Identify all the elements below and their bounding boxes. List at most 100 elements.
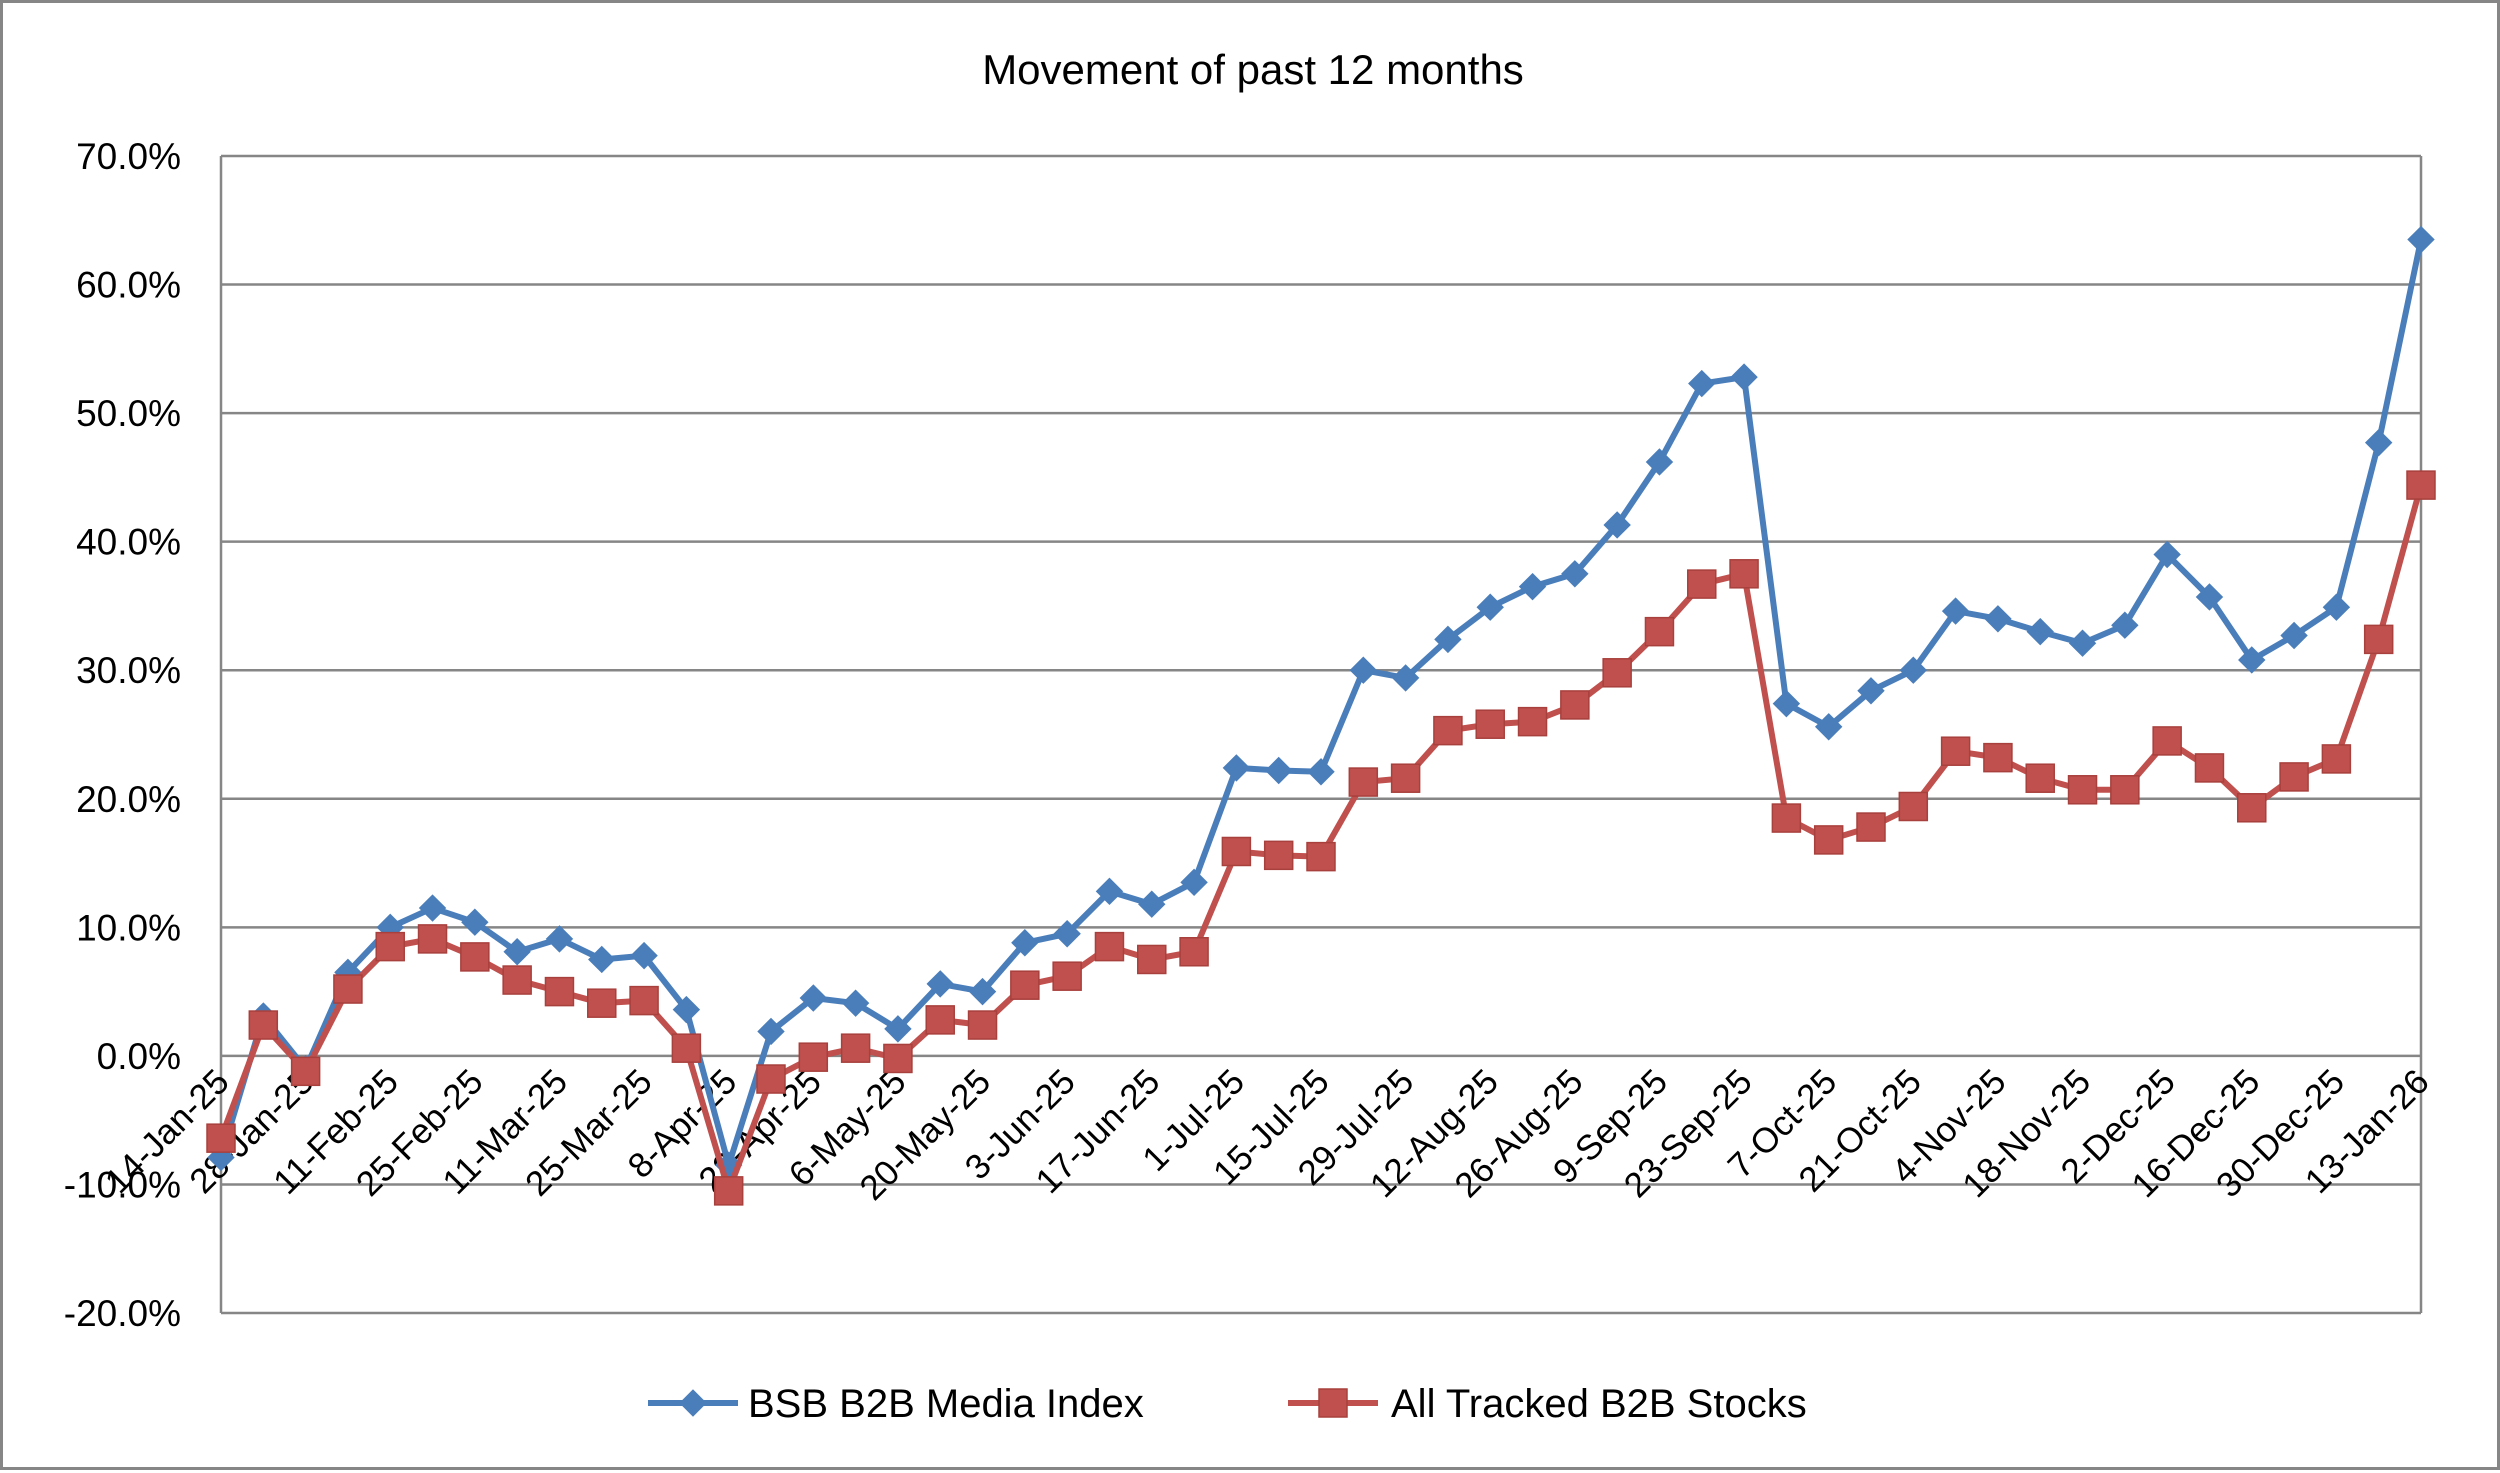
data-point xyxy=(2026,617,2054,646)
data-point xyxy=(1856,812,1886,842)
data-point xyxy=(1688,369,1716,398)
legend-marker xyxy=(1318,1388,1348,1418)
data-point xyxy=(2321,744,2352,774)
data-point xyxy=(1561,560,1589,588)
data-point xyxy=(2280,621,2308,650)
data-point xyxy=(1180,868,1208,897)
series-0 xyxy=(207,225,2435,1179)
data-point xyxy=(1941,597,1970,625)
data-point xyxy=(2068,629,2097,657)
data-point xyxy=(630,941,658,970)
data-point xyxy=(1813,825,1844,855)
data-point xyxy=(544,976,575,1007)
data-point xyxy=(1518,572,1547,601)
data-point xyxy=(418,894,447,922)
data-point xyxy=(757,1017,785,1046)
data-point xyxy=(2025,763,2055,793)
data-point xyxy=(588,945,616,974)
data-point xyxy=(1898,791,1929,822)
series-lines xyxy=(206,225,2436,1206)
data-point xyxy=(375,931,405,962)
data-point xyxy=(1348,767,1379,797)
data-point xyxy=(925,1005,955,1035)
data-point xyxy=(2238,646,2266,674)
y-tick-label: 50.0% xyxy=(76,393,181,434)
data-point xyxy=(1644,616,1675,647)
legend: BSB B2B Media Index All Tracked B2B Stock… xyxy=(648,1382,1807,1426)
data-point xyxy=(1138,890,1166,918)
data-point xyxy=(1264,756,1293,785)
data-point xyxy=(2067,775,2098,805)
data-point xyxy=(1517,706,1548,737)
data-point xyxy=(1390,763,1421,793)
data-point xyxy=(1940,736,1971,766)
data-point xyxy=(1857,677,1885,705)
data-point xyxy=(1137,944,1167,975)
data-point xyxy=(1899,656,1928,684)
data-point xyxy=(2111,611,2139,639)
data-point xyxy=(2237,793,2267,823)
y-tick-label: 10.0% xyxy=(76,907,181,948)
data-point xyxy=(206,1123,236,1153)
y-tick-label: 20.0% xyxy=(76,779,181,820)
data-point xyxy=(2364,428,2393,457)
data-point xyxy=(1729,559,1759,589)
data-point xyxy=(926,970,954,998)
data-point xyxy=(672,995,701,1024)
data-point xyxy=(2322,593,2351,621)
data-point xyxy=(1433,715,1463,746)
data-point xyxy=(2407,225,2435,254)
y-tick-label: 0.0% xyxy=(97,1036,181,1077)
data-point xyxy=(1984,605,2012,633)
data-point xyxy=(968,977,997,1006)
data-point xyxy=(1730,363,1758,391)
data-point xyxy=(1222,754,1251,782)
y-axis-tick-labels: -20.0% -10.0% 0.0% 10.0% 20.0% 30.0% 40.0% 50.0… xyxy=(64,136,181,1334)
y-tick-label: -10.0% xyxy=(64,1164,181,1205)
data-point xyxy=(1263,840,1294,871)
gridlines xyxy=(219,154,2423,1315)
y-tick-label: 60.0% xyxy=(76,265,181,306)
data-point xyxy=(629,985,659,1016)
legend-marker xyxy=(679,1389,707,1417)
data-point xyxy=(1391,664,1420,692)
data-point xyxy=(1095,877,1124,906)
data-point xyxy=(2110,775,2140,805)
series-1 xyxy=(206,470,2436,1206)
data-point xyxy=(713,1176,744,1206)
data-point xyxy=(417,924,448,954)
chart-title: Movement of past 12 months xyxy=(982,46,1524,93)
y-tick-label: 40.0% xyxy=(76,522,181,563)
series-line xyxy=(218,238,2424,1169)
data-point xyxy=(840,1033,871,1063)
data-point xyxy=(2152,726,2182,756)
data-point xyxy=(2194,753,2225,783)
data-point xyxy=(883,1043,913,1074)
data-point xyxy=(1052,961,1082,991)
data-point xyxy=(1179,937,1209,967)
data-point xyxy=(461,908,489,936)
data-point xyxy=(503,938,531,966)
legend-label: All Tracked B2B Stocks xyxy=(1391,1382,1807,1426)
data-point xyxy=(1602,658,1632,688)
data-point xyxy=(1645,448,1674,476)
data-point xyxy=(1010,970,1040,1000)
line-chart: Movement of past 12 months -20.0% -10.0% 0… xyxy=(64,46,2437,1426)
data-point xyxy=(967,1010,998,1040)
data-point xyxy=(1560,690,1590,720)
data-point xyxy=(1011,929,1039,957)
data-point xyxy=(545,925,574,953)
data-point xyxy=(2153,540,2181,569)
data-point xyxy=(290,1056,321,1087)
data-point xyxy=(1771,803,1802,833)
data-point xyxy=(2279,762,2309,792)
data-point xyxy=(1814,713,1843,741)
data-point xyxy=(248,1010,279,1040)
data-point xyxy=(333,974,363,1004)
data-point xyxy=(1687,569,1717,599)
data-point xyxy=(1772,689,1801,718)
data-point xyxy=(2363,624,2394,655)
data-point xyxy=(884,1015,912,1043)
data-point xyxy=(2195,583,2224,611)
